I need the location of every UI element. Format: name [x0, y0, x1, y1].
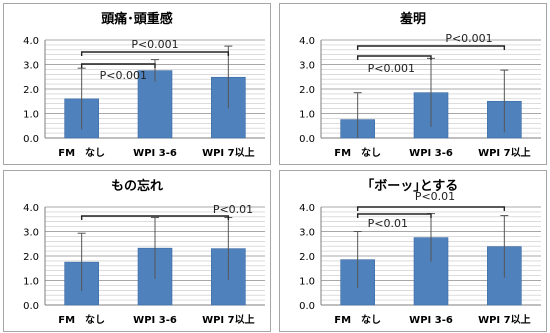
y-tick-label: 4.0 — [299, 36, 315, 47]
significance-bracket — [80, 51, 230, 56]
x-tick-label: FM なし — [58, 314, 105, 326]
chart-panel: もの忘れ 0.0 1.0 2.0 3.0 4.0 FM なし WPI 3-6 WPI 7以上 P<… — [3, 170, 271, 332]
x-tick-label: WPI 3-6 — [133, 148, 177, 159]
p-value-label: P<0.01 — [213, 203, 253, 216]
chart-panel: ｢ボーッ｣とする 0.0 1.0 2.0 3.0 4.0 FM なし WPI 3-6 WPI 7… — [279, 170, 547, 332]
significance-bracket — [80, 63, 156, 68]
p-value-label: P<0.001 — [131, 38, 178, 51]
x-tick-label: WPI 3-6 — [133, 315, 177, 326]
y-tick-label: 1.0 — [299, 110, 315, 121]
y-tick-label: 3.0 — [299, 228, 315, 239]
y-tick-label: 2.0 — [299, 85, 315, 96]
chart-panel: 羞明 0.0 1.0 2.0 3.0 4.0 FM なし WPI 3-6 WPI 7以上 P<0.… — [279, 3, 547, 165]
y-tick-label: 1.0 — [299, 277, 315, 288]
y-tick-label: 3.0 — [23, 228, 39, 239]
p-value-label: P<0.01 — [415, 190, 455, 203]
x-tick-label: WPI 7以上 — [478, 313, 531, 326]
significance-bracket — [80, 215, 230, 220]
y-tick-label: 2.0 — [299, 252, 315, 263]
y-tick-label: 2.0 — [23, 85, 39, 96]
chart-title: 頭痛･頭重感 — [101, 11, 173, 27]
x-tick-label: WPI 7以上 — [202, 313, 255, 326]
bar — [137, 70, 173, 139]
x-tick-label: WPI 3-6 — [409, 315, 453, 326]
significance-bracket — [356, 213, 432, 218]
y-tick-label: 1.0 — [23, 277, 39, 288]
significance-bracket — [356, 206, 506, 211]
p-value-label: P<0.001 — [368, 62, 415, 75]
chart-title: ｢ボーッ｣とする — [368, 178, 459, 194]
y-tick-label: 3.0 — [299, 61, 315, 72]
significance-bracket — [356, 45, 506, 50]
y-tick-label: 3.0 — [23, 61, 39, 72]
x-tick-label: FM なし — [334, 314, 381, 326]
y-tick-label: 0.0 — [299, 301, 315, 312]
chart-panel: 頭痛･頭重感 0.0 1.0 2.0 3.0 4.0 FM なし WPI 3-6 WPI 7以上… — [3, 3, 271, 165]
y-tick-label: 0.0 — [23, 301, 39, 312]
chart-title: 羞明 — [399, 11, 426, 27]
y-tick-label: 0.0 — [299, 134, 315, 145]
x-tick-label: WPI 7以上 — [202, 146, 255, 159]
y-tick-label: 4.0 — [299, 203, 315, 214]
x-tick-label: WPI 7以上 — [478, 146, 531, 159]
y-tick-label: 2.0 — [23, 252, 39, 263]
y-tick-label: 0.0 — [23, 134, 39, 145]
y-tick-label: 4.0 — [23, 203, 39, 214]
x-tick-label: FM なし — [58, 147, 105, 159]
x-tick-label: WPI 3-6 — [409, 148, 453, 159]
p-value-label: P<0.001 — [100, 69, 147, 82]
y-tick-label: 4.0 — [23, 36, 39, 47]
x-tick-label: FM なし — [334, 147, 381, 159]
p-value-label: P<0.01 — [368, 217, 408, 230]
p-value-label: P<0.001 — [445, 32, 492, 45]
significance-bracket — [356, 55, 432, 60]
y-tick-label: 1.0 — [23, 110, 39, 121]
chart-title: もの忘れ — [111, 178, 163, 194]
